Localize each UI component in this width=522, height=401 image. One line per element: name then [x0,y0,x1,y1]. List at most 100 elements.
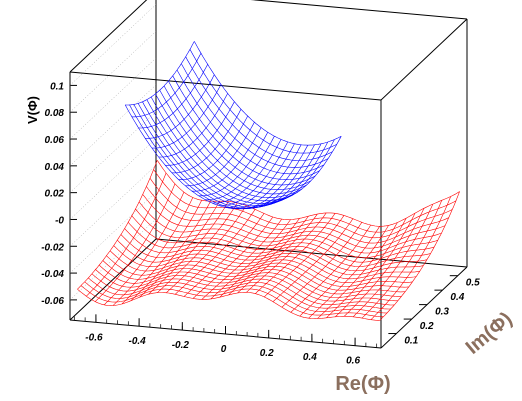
z-tick-label: -0 [55,215,64,226]
x-axis-title: Re(Φ) [335,373,390,395]
z-tick-label: 0.08 [45,108,65,119]
x-tick-label: 0.2 [260,348,274,359]
z-gridline [69,138,157,220]
blue-surface-line [212,139,282,204]
y-tick-label: 0.4 [450,292,464,303]
z-tick-label: 0.06 [45,135,65,146]
y-axis-title: Im(Φ) [462,308,517,359]
frame-edge [380,18,468,101]
red-surface-line [183,213,265,297]
blue-surface-line [258,141,329,206]
red-surface-line [228,216,309,296]
blue-surface-line [232,144,302,209]
blue-surface-line [265,139,335,204]
red-surface-line [379,191,460,321]
z-gridline [69,111,157,193]
red-surface-line [237,213,318,294]
red-surface-line [121,200,202,305]
blue-surface-line [218,141,289,206]
z-gridline [69,57,157,140]
z-tick-label: -0.02 [41,242,64,253]
red-surface-line [263,215,345,298]
z-gridline [69,84,157,167]
frame-edge [250,0,468,20]
blue-surface-line [172,75,320,180]
red-surface-line [112,197,194,306]
frame-edge [69,238,157,321]
red-surface-line [219,218,300,298]
z-axis-ticks: -0.06 -0.04 -0.02 -0 0.02 0.04 0.06 0.08 0.1 [41,4,157,307]
frame-edge [69,0,148,73]
frame-edge [69,71,382,101]
red-surface-line [148,201,229,295]
red-surface-line [335,212,416,318]
red-surface-line [94,183,176,302]
x-tick-label: 0 [221,344,227,355]
blue-surface-line [165,101,235,166]
z-tick-label: 0.02 [45,189,65,200]
blue-surface-line [151,84,222,149]
plot-frame [69,0,468,349]
z-tick-label: -0.04 [41,269,64,280]
red-surface-line [86,172,167,297]
red-surface-line [352,203,434,318]
blue-surface-line [171,109,242,174]
z-gridline [69,165,157,247]
blue-surface-line [185,121,255,187]
blue-surface-line [238,145,309,210]
red-surface-line [326,217,407,319]
blue-surface-line [251,143,322,208]
red-surface-line [103,191,185,306]
blue-surface [124,41,342,210]
red-surface-line [153,169,457,233]
red-surface-line [343,208,425,317]
y-axis-ticks: 0.10.20.30.40.5 [388,275,480,347]
x-tick-label: -0.2 [172,340,190,351]
red-surface-line [130,200,211,302]
y-tick-label: 0.1 [404,336,418,347]
blue-surface-line [145,74,215,139]
y-tick-label: 0.2 [420,321,434,332]
red-surface-line [139,201,220,298]
x-tick-label: 0.6 [346,356,360,367]
red-surface-line [290,224,371,313]
z-tick-label: 0.04 [45,162,65,173]
z-tick-label: 0.1 [50,81,64,92]
red-surface-line [255,213,336,294]
red-surface-line [210,219,291,300]
x-tick-label: -0.4 [128,336,146,347]
red-surface-line [299,226,380,317]
red-surface-line [361,200,443,319]
red-surface-line [246,212,327,293]
blue-surface-line [205,136,275,201]
red-surface [77,160,460,321]
blue-surface-line [191,127,262,192]
x-tick-label: -0.6 [85,332,103,343]
red-surface-line [174,209,256,295]
blue-surface-line [125,41,195,106]
x-axis-ticks: -0.6 -0.4 -0.2 0 0.2 0.4 0.6 [73,314,378,367]
red-surface-line [308,225,389,319]
red-surface-line [157,202,238,293]
red-surface-line [370,196,451,320]
blue-surface-line [178,115,248,180]
blue-surface-line [163,85,312,190]
red-surface-line [281,222,363,308]
y-tick-label: 0.3 [435,307,449,318]
blue-surface-line [158,93,228,158]
red-surface-line [317,222,398,319]
y-tick-label: 0.5 [466,278,480,289]
red-surface-line [120,234,424,276]
frame-edge [380,266,468,349]
red-surface-line [201,218,282,300]
blue-surface-line [131,53,202,118]
blue-surface-line [225,143,295,208]
blue-surface-line [138,64,208,129]
blue-surface-line [181,63,329,168]
red-surface-line [192,216,274,299]
x-tick-label: 0.4 [303,352,317,363]
blue-surface-line [272,136,342,201]
red-surface-line [272,218,354,302]
blue-surface-line [198,132,268,197]
